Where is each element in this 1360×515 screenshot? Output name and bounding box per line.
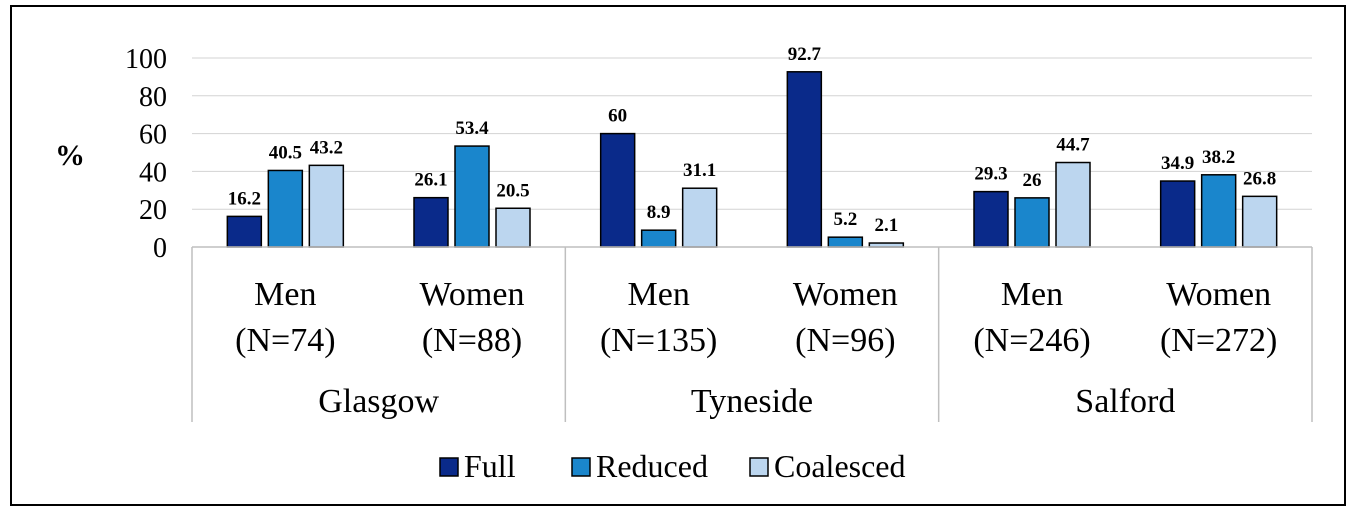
data-label: 2.1 [874,215,898,236]
y-axis-label: % [55,139,85,172]
bar-reduced [640,229,677,248]
data-label: 40.5 [269,142,302,163]
data-label: 26 [1023,170,1042,191]
group-label: Salford [1075,383,1175,420]
bar-reduced [1200,174,1237,248]
data-label: 20.5 [496,180,529,201]
category-label: (N=135) [600,322,717,359]
y-axis-ticks: 0 20 40 60 80 100 [125,44,167,264]
category-label: (N=246) [973,322,1090,359]
bar-coalesced [495,207,531,248]
category-label: Women [793,276,898,313]
group-labels: Glasgow Tyneside Salford [318,383,1175,420]
data-labels: 16.2 26.1 60 92.7 29.3 34.9 40.5 53.4 8.9 5.2 26 38… [228,44,1277,236]
data-label: 26.1 [414,170,447,191]
data-label: 16.2 [228,188,261,209]
category-label: (N=96) [795,322,895,359]
bar-full [599,132,636,248]
data-label: 8.9 [647,202,671,223]
bar-coalesced [1241,195,1278,248]
category-label: (N=88) [422,322,522,359]
category-label: Men [254,276,316,313]
bar-reduced [267,169,304,248]
legend-swatch [439,457,459,477]
bar-full [786,71,823,248]
bar-full [1159,180,1196,248]
bar-coalesced [1055,161,1091,248]
category-label: Men [628,276,690,313]
x-axis [191,246,1313,422]
category-label: (N=74) [235,322,335,359]
bar-full [413,196,449,248]
data-label: 44.7 [1056,135,1090,156]
y-tick-label: 60 [139,120,167,151]
data-label: 92.7 [788,44,822,65]
data-label: 34.9 [1161,153,1194,174]
gridlines [192,57,1312,210]
data-label: 5.2 [833,209,857,230]
data-label: 26.8 [1243,168,1276,189]
legend-swatch [749,457,769,477]
legend-label: Full [464,448,516,484]
bar-full [973,190,1009,248]
bar-reduced [454,145,490,248]
bars [226,71,1278,248]
category-label: Women [420,276,525,313]
bar-coalesced [308,164,345,248]
bar-reduced [1014,197,1050,248]
y-tick-label: 40 [139,157,167,188]
legend: Full Reduced Coalesced [439,448,906,484]
data-label: 29.3 [974,164,1007,185]
data-label: 38.2 [1202,147,1235,168]
category-label: Men [1001,276,1063,313]
legend-swatch [571,457,591,477]
category-label: (N=272) [1160,322,1277,359]
y-tick-label: 0 [153,233,167,264]
bar-reduced [827,236,864,248]
legend-label: Reduced [596,448,708,484]
data-label: 43.2 [310,137,343,158]
data-label: 31.1 [683,160,716,181]
bar-full [226,215,263,248]
grouped-bar-chart: 0 20 40 60 80 100 % 16.2 26.1 60 92.7 29.3 34.9 40.… [55,44,1313,484]
data-label: 53.4 [455,118,489,139]
legend-label: Coalesced [774,448,906,484]
bar-coalesced [681,187,718,248]
y-tick-label: 20 [139,195,167,226]
group-label: Tyneside [691,383,813,420]
y-tick-label: 100 [125,44,167,75]
category-labels: Men (N=74) Women (N=88) Men (N=135) Women (N=96… [235,276,1277,359]
y-tick-label: 80 [139,82,167,113]
group-label: Glasgow [318,383,439,420]
chart-frame: 0 20 40 60 80 100 % 16.2 26.1 60 92.7 29.3 34.9 40.… [10,5,1346,506]
data-label: 60 [608,106,627,127]
category-label: Women [1166,276,1271,313]
